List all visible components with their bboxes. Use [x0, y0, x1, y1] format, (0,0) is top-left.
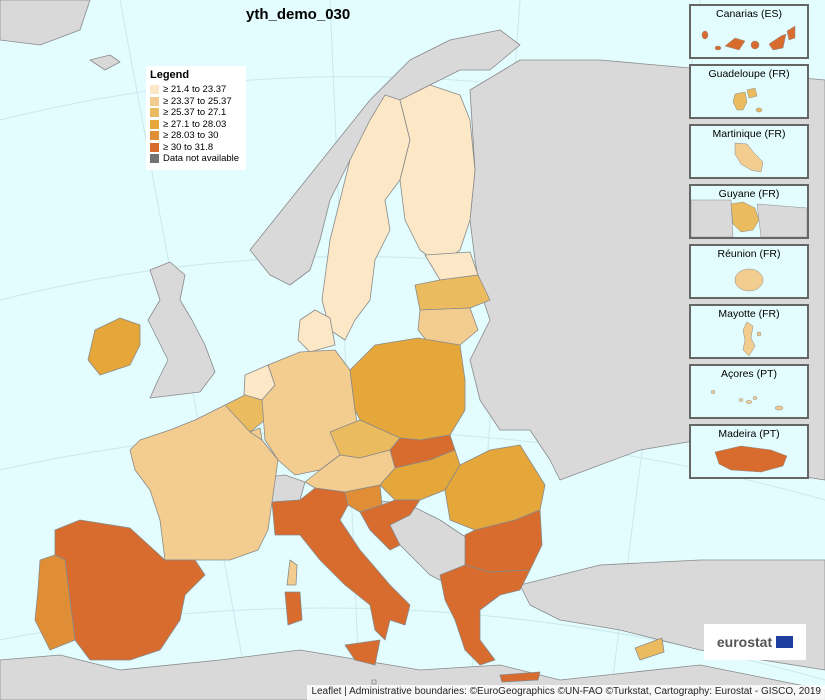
legend-item-label: ≥ 28.03 to 30 [163, 130, 219, 142]
region-greece [439, 564, 531, 666]
map-attribution[interactable]: Leaflet | Administrative boundaries: ©Eu… [307, 685, 825, 700]
region-norway [249, 29, 521, 286]
region-denmark [297, 309, 336, 353]
eu-flag-icon [776, 636, 794, 648]
inset-label: Mayotte (FR) [718, 308, 780, 320]
inset-label: Martinique (FR) [712, 128, 786, 140]
region-poland [349, 337, 466, 441]
legend-item-label: ≥ 25.37 to 27.1 [163, 107, 227, 119]
inset-label: Canarias (ES) [716, 8, 782, 20]
region-ireland [87, 317, 141, 376]
region-latvia [414, 274, 491, 311]
inset-guyane[interactable]: Guyane (FR) [689, 184, 809, 239]
region-france [129, 404, 279, 561]
legend-item-label: Data not available [163, 153, 240, 165]
legend-item: ≥ 25.37 to 27.1 [150, 107, 242, 119]
region-malta [371, 679, 377, 685]
inset-guadeloupe[interactable]: Guadeloupe (FR) [689, 64, 809, 119]
region-crete [499, 671, 541, 683]
inset-label: Açores (PT) [720, 368, 777, 380]
legend-item: Data not available [150, 153, 242, 165]
region-sweden [321, 94, 411, 341]
legend: Legend ≥ 21.4 to 23.37 ≥ 23.37 to 25.37 … [146, 66, 246, 170]
inset-mayotte[interactable]: Mayotte (FR) [689, 304, 809, 359]
map-title: yth_demo_030 [246, 6, 351, 23]
legend-item-label: ≥ 23.37 to 25.37 [163, 95, 232, 107]
region-romania [444, 444, 546, 531]
inset-label: Madeira (PT) [718, 428, 780, 440]
eurostat-logo-text: eurostat [716, 634, 773, 650]
inset-label: Réunion (FR) [717, 248, 781, 260]
legend-item: ≥ 23.37 to 25.37 [150, 96, 242, 108]
region-finland [399, 84, 476, 266]
legend-item: ≥ 21.4 to 23.37 [150, 84, 242, 96]
inset-label: Guyane (FR) [718, 188, 780, 200]
region-uk [147, 261, 216, 399]
legend-item: ≥ 28.03 to 30 [150, 130, 242, 142]
region-portugal [34, 554, 76, 651]
region-sicily [344, 639, 381, 666]
legend-item: ≥ 30 to 31.8 [150, 142, 242, 154]
inset-canarias[interactable]: Canarias (ES) [689, 4, 809, 59]
region-iceland-small [89, 54, 121, 71]
inset-acores[interactable]: Açores (PT) [689, 364, 809, 419]
region-sardinia [284, 591, 303, 626]
inset-label: Guadeloupe (FR) [708, 68, 790, 80]
legend-title: Legend [150, 69, 190, 81]
legend-item-label: ≥ 27.1 to 28.03 [163, 118, 227, 130]
legend-item-label: ≥ 21.4 to 23.37 [163, 84, 227, 96]
legend-item-label: ≥ 30 to 31.8 [163, 141, 214, 153]
region-italy [271, 487, 411, 641]
region-cyprus [634, 637, 665, 661]
legend-item: ≥ 27.1 to 28.03 [150, 119, 242, 131]
region-greenland-iceland [0, 0, 91, 46]
inset-martinique[interactable]: Martinique (FR) [689, 124, 809, 179]
inset-reunion[interactable]: Réunion (FR) [689, 244, 809, 299]
region-corsica [286, 559, 298, 586]
region-croatia [359, 499, 421, 551]
eurostat-logo: eurostat [704, 624, 806, 660]
inset-madeira[interactable]: Madeira (PT) [689, 424, 809, 479]
